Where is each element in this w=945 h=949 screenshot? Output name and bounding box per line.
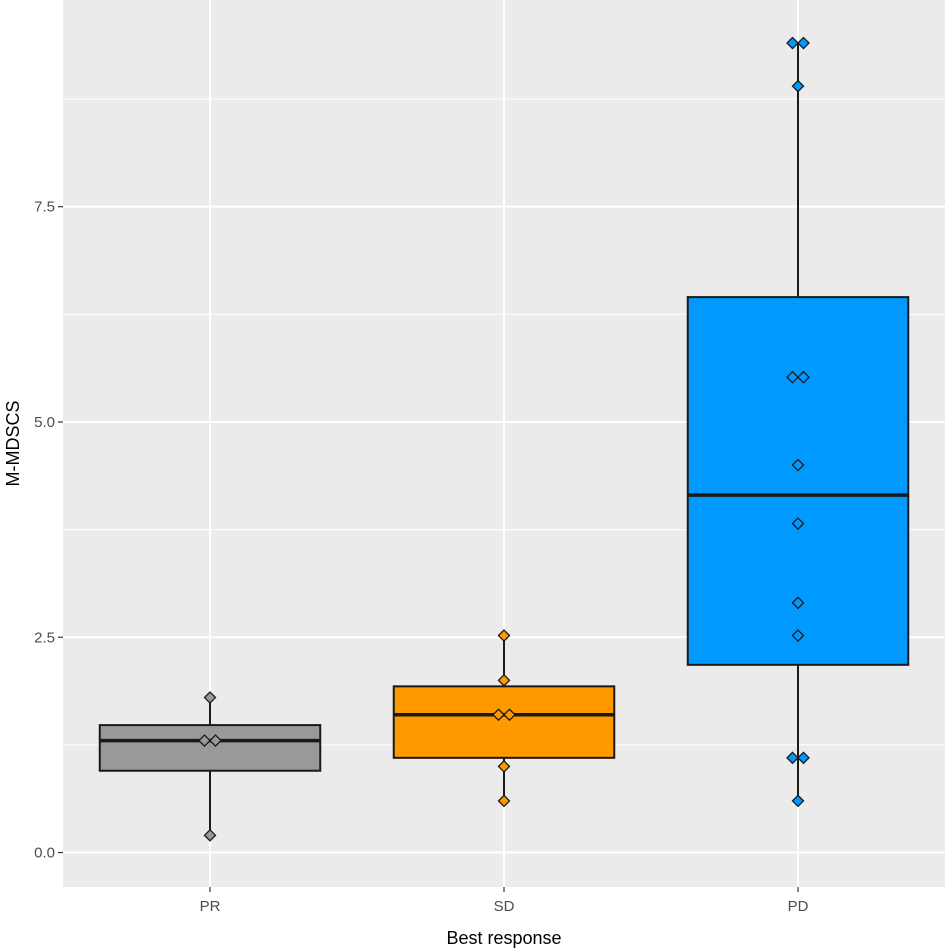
data-point [497, 673, 511, 687]
y-axis: 0.0 2.5 5.0 7.5 [34, 199, 63, 862]
x-tick-label-pr: PR [200, 898, 221, 915]
data-point [791, 794, 805, 808]
x-axis: PR SD PD [200, 887, 809, 915]
data-point [198, 734, 211, 748]
x-axis-title: Best response [446, 928, 561, 948]
data-point [791, 629, 805, 642]
data-point [203, 828, 217, 842]
iqr-box [98, 724, 322, 772]
data-point [497, 794, 511, 808]
y-tick-label: 7.5 [34, 199, 55, 216]
x-tick-label-pd: PD [788, 898, 809, 915]
data-point [797, 36, 810, 50]
data-point [797, 370, 810, 384]
x-tick-label-sd: SD [494, 898, 515, 915]
box-pr [98, 697, 322, 836]
y-axis-title: M-MDSCS [3, 401, 23, 487]
y-tick-label: 5.0 [34, 414, 55, 431]
data-point [497, 629, 511, 642]
iqr-box [392, 685, 616, 759]
data-point [497, 760, 511, 773]
data-point [791, 458, 805, 472]
data-point [797, 751, 810, 765]
data-point [786, 36, 799, 50]
points-layer [198, 36, 810, 842]
data-point [209, 734, 222, 748]
data-point [791, 596, 805, 610]
data-point [203, 691, 217, 704]
data-point [786, 370, 799, 384]
iqr-box [686, 296, 910, 666]
data-point [791, 517, 805, 531]
box-sd [392, 635, 616, 801]
data-point [492, 708, 505, 722]
data-point [791, 79, 805, 93]
data-point [503, 708, 516, 722]
data-point [786, 751, 799, 765]
y-tick-label: 0.0 [34, 845, 55, 862]
y-tick-label: 2.5 [34, 629, 55, 646]
